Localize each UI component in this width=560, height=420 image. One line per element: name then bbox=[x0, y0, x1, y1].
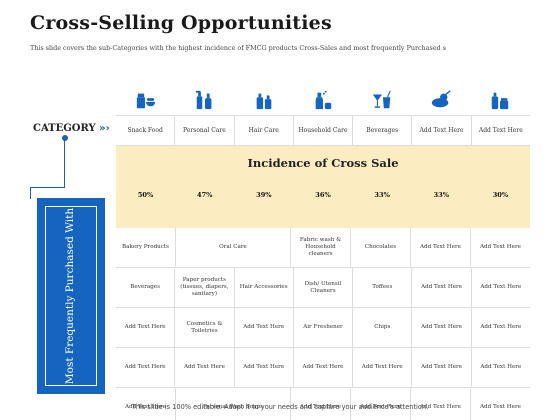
incidence-value: 50% bbox=[137, 190, 154, 199]
table-cell: Add Text Here bbox=[480, 244, 521, 250]
table-cell: Bakery Products bbox=[116, 228, 176, 267]
table-cell: Fabric wash & Household cleaners bbox=[291, 228, 351, 267]
table-cell: Chips bbox=[353, 308, 413, 347]
category-cell: Household Care bbox=[294, 116, 354, 145]
food-icon bbox=[136, 93, 155, 109]
personal-care-icon bbox=[195, 90, 212, 110]
table-cell: Add Text Here bbox=[480, 404, 521, 410]
connector-line bbox=[64, 136, 65, 188]
incidence-value: 33% bbox=[374, 190, 390, 199]
cross-sell-table: Snack Food Personal Care Hair Care House… bbox=[116, 115, 530, 420]
category-label: CATEGORY »› bbox=[33, 123, 110, 134]
beverages-icon bbox=[372, 90, 391, 109]
table-cell: Dish/ Utensil Cleaners bbox=[294, 268, 354, 307]
incidence-value: 47% bbox=[196, 190, 213, 199]
table-cell: Add Text Here bbox=[412, 308, 472, 347]
category-cell: Add Text Here bbox=[412, 116, 472, 145]
table-row: Add Text Here Add Text Here Add Text Her… bbox=[116, 348, 530, 388]
table-cell: Add Text Here bbox=[480, 324, 522, 330]
table-cell: Add Text Here bbox=[116, 348, 176, 387]
table-cell: Add Text Here bbox=[294, 348, 354, 387]
placeholder-icon bbox=[432, 90, 451, 108]
incidence-title: Incidence of Cross Sale bbox=[247, 156, 399, 170]
table-cell: Beverages bbox=[116, 268, 176, 307]
table-cell: Add Text Here bbox=[351, 388, 411, 420]
table-cell: Paper products (tissues, diapers, sanita… bbox=[175, 268, 235, 307]
table-cell: Add Text Here bbox=[411, 388, 471, 420]
side-label-panel: Most Frequently Purchased With bbox=[37, 198, 105, 394]
category-icons-row bbox=[116, 86, 530, 114]
side-label: Most Frequently Purchased With bbox=[64, 207, 77, 385]
category-cell: Add Text Here bbox=[478, 126, 523, 134]
table-cell: Add Text Here bbox=[116, 388, 176, 420]
placeholder-icon bbox=[492, 92, 509, 110]
incidence-value: 30% bbox=[492, 190, 509, 199]
table-row: Beverages Paper products (tissues, diape… bbox=[116, 268, 530, 308]
category-cell: Personal Care bbox=[175, 116, 235, 145]
table-cell: Add Text Here bbox=[412, 348, 472, 387]
double-chevron-right-icon: »› bbox=[99, 123, 110, 134]
slide-footer: This slide is 100% editable. Adapt it to… bbox=[131, 403, 429, 411]
incidence-value: 36% bbox=[315, 190, 331, 199]
table-cell: Toffees bbox=[353, 268, 413, 307]
table-cell: Add Text Here bbox=[291, 388, 351, 420]
category-header-row: Snack Food Personal Care Hair Care House… bbox=[116, 115, 530, 146]
table-cell: Chocolates bbox=[351, 228, 411, 267]
table-cell: Personal Wash Soaps bbox=[176, 388, 291, 420]
table-cell: Add Text Here bbox=[412, 268, 472, 307]
connector-line bbox=[30, 187, 31, 199]
table-row: Bakery Products Oral Care Fabric wash & … bbox=[116, 228, 530, 268]
incidence-value: 33% bbox=[433, 190, 449, 199]
slide-title: Cross-Selling Opportunities bbox=[30, 12, 332, 34]
table-cell: Add Text Here bbox=[235, 308, 294, 347]
table-cell: Oral Care bbox=[176, 228, 291, 267]
table-cell: Cosmetics & Toiletries bbox=[175, 308, 235, 347]
incidence-row: 50% 47% 39% 36% 33% 33% 30% bbox=[116, 184, 530, 206]
hair-care-icon bbox=[256, 93, 272, 110]
table-cell: Add Text Here bbox=[480, 284, 522, 290]
table-cell: Hair Accessories bbox=[235, 268, 294, 307]
table-cell: Add Text Here bbox=[175, 348, 235, 387]
table-cell: Add Text Here bbox=[353, 348, 413, 387]
category-cell: Hair Care bbox=[235, 116, 294, 145]
table-cell: Add Text Here bbox=[480, 364, 522, 370]
connector-line bbox=[30, 187, 65, 188]
category-cell: Beverages bbox=[353, 116, 413, 145]
table-cell: Add Text Here bbox=[235, 348, 294, 387]
table-cell: Add Text Here bbox=[411, 228, 471, 267]
category-cell: Snack Food bbox=[116, 116, 176, 145]
slide-subtitle: This slide covers the sub-Categories wit… bbox=[30, 44, 447, 52]
household-care-icon bbox=[315, 90, 332, 110]
incidence-block: Incidence of Cross Sale 50% 47% 39% 36% … bbox=[116, 146, 530, 228]
table-cell: Add Text Here bbox=[116, 308, 176, 347]
incidence-value: 39% bbox=[256, 190, 272, 199]
table-row: Add Text Here Personal Wash Soaps Add Te… bbox=[116, 388, 530, 420]
table-cell: Air Freshener bbox=[294, 308, 354, 347]
table-row: Add Text Here Cosmetics & Toiletries Add… bbox=[116, 308, 530, 348]
